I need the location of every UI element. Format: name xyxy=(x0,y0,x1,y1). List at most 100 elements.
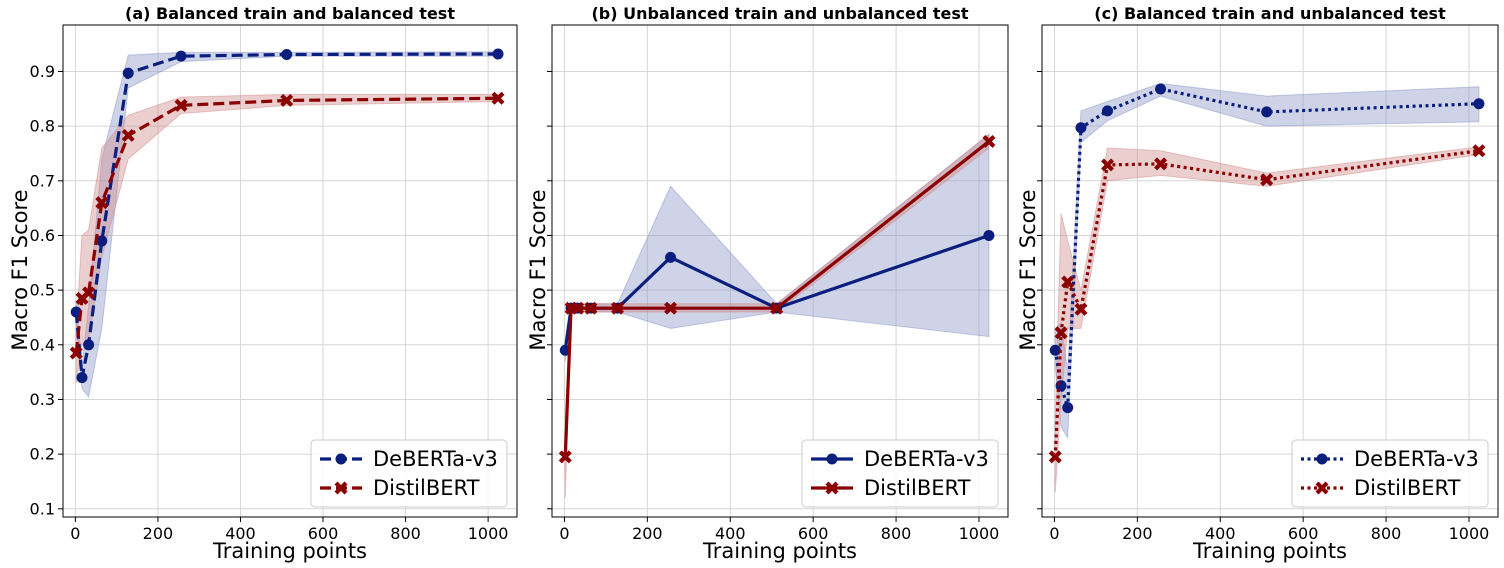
panel-a-point-deberta xyxy=(492,48,504,60)
panel-b-legend-marker-distilbert xyxy=(825,481,839,495)
panel-c-legend-label-deberta: DeBERTa-v3 xyxy=(1354,447,1479,471)
panel-c-title: (c) Balanced train and unbalanced test xyxy=(1094,4,1446,23)
panel-a-y-tick-label: 0.6 xyxy=(30,226,55,245)
panel-a-band-distilbert xyxy=(75,93,499,384)
panel-a-axes-frame xyxy=(62,24,518,518)
panel-c-legend: DeBERTa-v3 DistilBERT xyxy=(1291,439,1489,508)
panel-c-point-distilbert xyxy=(1154,157,1168,171)
panel-b-point-distilbert xyxy=(558,450,572,464)
panel-c-point-distilbert xyxy=(1074,302,1088,316)
panel-a-x-tick-label: 800 xyxy=(390,524,421,543)
panel-c-x-tick-label: 1000 xyxy=(1449,524,1490,543)
panel-a-y-tick-label: 0.4 xyxy=(30,335,55,354)
panel-c-x-tick-label: 800 xyxy=(1371,524,1402,543)
panel-c-point-deberta xyxy=(1075,122,1087,134)
panel-a-x-tick-label: 1000 xyxy=(468,524,509,543)
panel-c-legend-label-distilbert: DistilBERT xyxy=(1354,476,1461,500)
panel-b-point-deberta xyxy=(983,229,995,241)
panel-c-point-deberta xyxy=(1155,83,1167,95)
panel-b-x-tick-label: 400 xyxy=(715,524,746,543)
panel-a-legend-marker-deberta xyxy=(335,453,347,465)
panel-c-line-deberta xyxy=(1053,87,1479,410)
panel-a-point-distilbert xyxy=(491,91,505,105)
panel-c-x-axis-label: Training points xyxy=(1192,539,1347,563)
panel-c-legend-box xyxy=(1291,439,1489,508)
panel-b-x-axis-label: Training points xyxy=(702,539,857,563)
panel-a-point-distilbert xyxy=(280,93,294,107)
panel-a-point-deberta xyxy=(83,339,95,351)
panel-a-y-tick-label: 0.9 xyxy=(30,62,55,81)
panel-c-point-deberta xyxy=(1062,402,1074,414)
panel-b: (b) Unbalanced train and unbalanced test… xyxy=(526,4,1009,563)
panel-b-legend-marker-deberta xyxy=(826,453,838,465)
panel-c-x-tick-label: 400 xyxy=(1205,524,1236,543)
panel-a-point-distilbert xyxy=(69,346,83,360)
panel-b-x-tick-label: 1000 xyxy=(959,524,1000,543)
panel-b-point-distilbert xyxy=(611,301,624,315)
panel-a-legend-box xyxy=(310,439,508,508)
panel-b-point-distilbert xyxy=(584,301,598,315)
panel-a-point-distilbert xyxy=(121,128,135,142)
panel-a-point-deberta xyxy=(122,67,134,79)
panel-c-point-deberta xyxy=(1049,344,1061,356)
panel-c-legend-marker-distilbert xyxy=(1315,481,1329,495)
panel-a-legend-marker-distilbert xyxy=(334,481,348,495)
panel-a-y-tick-label: 0.7 xyxy=(30,171,55,190)
panel-b-x-tick-label: 800 xyxy=(881,524,912,543)
panel-a-x-axis-label: Training points xyxy=(212,539,367,563)
panel-b-point-deberta xyxy=(665,251,677,263)
panel-b-band-deberta xyxy=(564,133,990,362)
panel-a-point-deberta xyxy=(76,372,88,384)
panel-a-y-axis-label: Macro F1 Score xyxy=(8,189,32,350)
panel-a-y-tick-label: 0.5 xyxy=(30,281,55,300)
panel-c-point-deberta xyxy=(1261,106,1273,118)
panel-b-x-tick-label: 0 xyxy=(559,524,569,543)
panel-c-point-deberta xyxy=(1101,105,1113,117)
panel-c-line-distilbert xyxy=(1053,149,1480,457)
panel-a-point-deberta xyxy=(96,235,108,247)
panel-a-y-tick-label: 0.3 xyxy=(30,390,55,409)
panel-a-y-tick-label: 0.1 xyxy=(30,499,55,518)
panel-a-legend-label-distilbert: DistilBERT xyxy=(373,476,480,500)
panel-a-x-tick-label: 0 xyxy=(70,524,80,543)
panel-a-line-deberta xyxy=(74,52,499,380)
panel-c-axes-frame xyxy=(1041,24,1499,518)
panel-c-point-distilbert xyxy=(1101,158,1114,172)
panel-b-legend-box xyxy=(801,439,999,508)
panel-b-legend: DeBERTa-v3 DistilBERT xyxy=(801,439,999,508)
panel-a-legend: DeBERTa-v3 DistilBERT xyxy=(310,439,508,508)
panel-b-point-distilbert xyxy=(571,301,585,315)
panel-c-band-distilbert xyxy=(1054,146,1480,493)
panel-a-point-distilbert xyxy=(174,98,188,112)
panel-a-title: (a) Balanced train and balanced test xyxy=(125,4,455,23)
panel-b-legend-label-deberta: DeBERTa-v3 xyxy=(864,447,989,471)
panel-c-band-deberta xyxy=(1054,82,1480,440)
panel-c-point-distilbert xyxy=(1260,173,1274,187)
panel-a-x-tick-label: 400 xyxy=(225,524,256,543)
panel-c-point-deberta xyxy=(1473,98,1485,110)
panel-b-point-distilbert xyxy=(982,134,996,148)
panel-c-legend-marker-deberta xyxy=(1316,453,1328,465)
panel-c: (c) Balanced train and unbalanced test T… xyxy=(1016,4,1499,563)
panel-a-point-deberta xyxy=(281,49,293,61)
panel-a-legend-label-deberta: DeBERTa-v3 xyxy=(373,447,498,471)
panel-a: (a) Balanced train and balanced test Tra… xyxy=(8,4,518,563)
panel-a-point-distilbert xyxy=(95,196,109,210)
panel-b-point-distilbert xyxy=(770,301,784,315)
panel-c-x-tick-label: 0 xyxy=(1049,524,1059,543)
panel-b-x-tick-label: 600 xyxy=(798,524,829,543)
panel-c-y-axis-label: Macro F1 Score xyxy=(1016,189,1040,350)
panel-a-point-distilbert xyxy=(82,286,96,300)
panel-c-point-distilbert xyxy=(1061,275,1075,289)
panel-c-point-distilbert xyxy=(1054,326,1068,340)
panel-c-x-tick-label: 200 xyxy=(1122,524,1153,543)
panel-a-point-deberta xyxy=(175,50,187,62)
panel-c-x-tick-label: 600 xyxy=(1288,524,1319,543)
panel-b-axes-frame xyxy=(551,24,1009,518)
panel-a-x-tick-label: 200 xyxy=(143,524,174,543)
panel-c-point-distilbert xyxy=(1472,144,1486,158)
panel-b-title: (b) Unbalanced train and unbalanced test xyxy=(591,4,968,23)
panel-b-x-tick-label: 200 xyxy=(632,524,663,543)
panel-b-y-axis-label: Macro F1 Score xyxy=(526,189,550,350)
